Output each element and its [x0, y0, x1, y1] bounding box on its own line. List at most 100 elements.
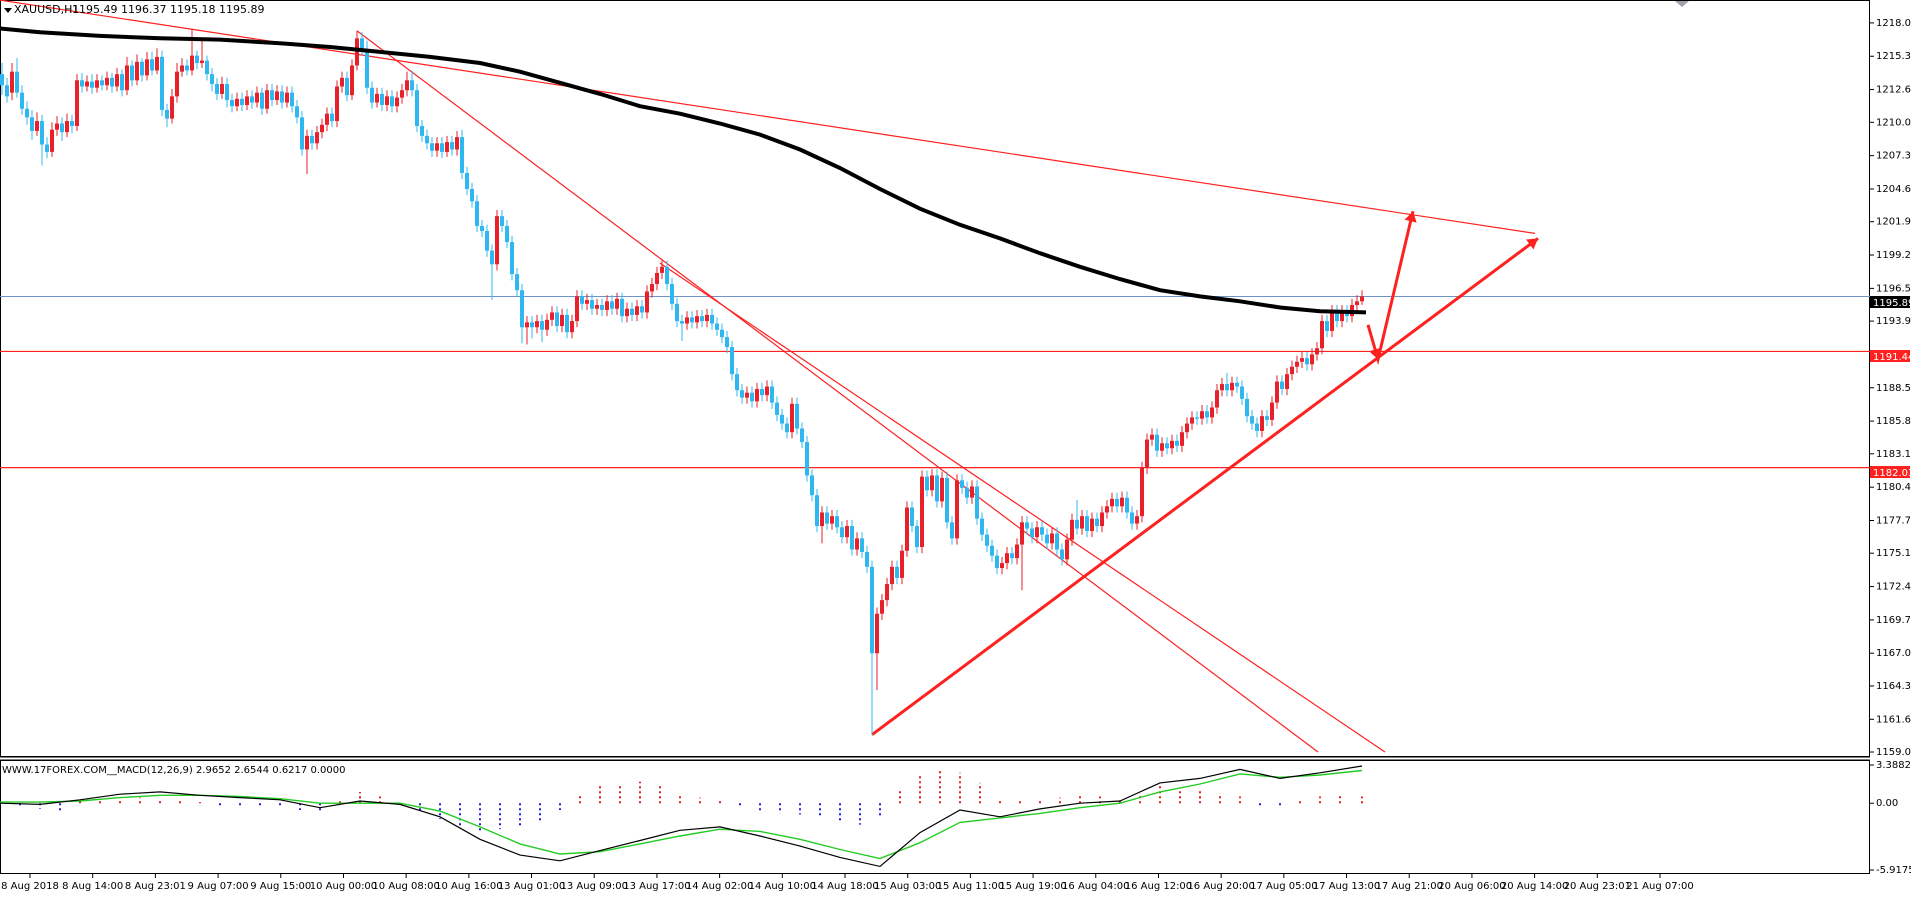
- moving-average: [0, 26, 1367, 315]
- price-tick-label: 1215.35: [1876, 51, 1911, 62]
- candle-body: [40, 121, 44, 145]
- candle-body: [1010, 553, 1014, 559]
- candle-body: [825, 512, 829, 524]
- candle-body: [965, 487, 969, 498]
- candle-body: [115, 74, 119, 87]
- candle-body: [1000, 563, 1004, 569]
- candle-body: [210, 74, 214, 85]
- time-tick-label: 14 Aug 02:00: [686, 881, 753, 892]
- level-2-badge: [1870, 466, 1910, 478]
- candle-body: [500, 216, 504, 227]
- candle-body: [1040, 527, 1044, 535]
- candle-body: [205, 60, 209, 75]
- price-tick-label: 1193.90: [1876, 316, 1911, 327]
- ohlc-readout: 1195.49 1196.37 1195.18 1195.89: [72, 3, 264, 16]
- macd-signal-line: [0, 769, 1363, 860]
- candle-body: [610, 301, 614, 309]
- price-tick-label: 1172.40: [1876, 582, 1911, 593]
- trendlines: [0, 0, 1539, 753]
- candle-body: [140, 61, 144, 76]
- candle-body: [225, 84, 229, 101]
- candle-body: [1185, 423, 1189, 433]
- candle-body: [1015, 544, 1019, 559]
- candle-body: [250, 96, 254, 103]
- candle-body: [70, 121, 74, 127]
- time-tick-label: 16 Aug 12:00: [1125, 881, 1192, 892]
- candle-body: [665, 266, 669, 285]
- candle-body: [780, 414, 784, 424]
- trendline: [0, 0, 1536, 234]
- candle-body: [440, 143, 444, 152]
- candle-body: [1135, 516, 1139, 524]
- candle-body: [1005, 553, 1009, 564]
- candle-body: [1175, 440, 1179, 446]
- candle-body: [675, 303, 679, 322]
- macd-tick-label: -5.9175: [1876, 865, 1911, 876]
- candle-body: [620, 298, 624, 317]
- candle-body: [1355, 301, 1359, 306]
- candle-body: [1180, 432, 1184, 446]
- candle-body: [800, 428, 804, 443]
- candle-body: [505, 226, 509, 243]
- candle-body: [645, 291, 649, 313]
- candle-body: [810, 475, 814, 496]
- candle-body: [490, 250, 494, 265]
- candle-body: [550, 312, 554, 320]
- candle-body: [5, 85, 9, 97]
- candle-body: [1160, 443, 1164, 451]
- candle-body: [585, 300, 589, 304]
- level-1-badge: [1870, 350, 1910, 362]
- candle-body: [1340, 311, 1344, 322]
- candle-body: [920, 476, 924, 548]
- candle-body: [165, 109, 169, 119]
- price-tick-label: 1164.35: [1876, 681, 1911, 692]
- time-tick-label: 17 Aug 05:00: [1250, 881, 1317, 892]
- time-tick-label: 13 Aug 01:00: [498, 881, 565, 892]
- candle-body: [125, 65, 129, 91]
- candle-body: [915, 526, 919, 548]
- macd-indicator: [0, 765, 1363, 868]
- candle-body: [415, 90, 419, 127]
- candle-body: [85, 81, 89, 87]
- candle-body: [1290, 366, 1294, 375]
- candle-body: [695, 316, 699, 323]
- candle-body: [625, 308, 629, 317]
- candle-body: [330, 113, 334, 122]
- candle-body: [910, 507, 914, 527]
- candle-body: [1325, 321, 1329, 331]
- candle-body: [1225, 384, 1229, 391]
- pullback-arrowhead: [1369, 347, 1382, 360]
- indicator-title: WWW.17FOREX.COM__MACD(12,26,9) 2.9652 2.…: [2, 765, 345, 776]
- candle-body: [1155, 434, 1159, 451]
- shift-marker-icon[interactable]: [1675, 1, 1689, 7]
- candle-body: [845, 526, 849, 538]
- candle-body: [940, 477, 944, 502]
- dropdown-triangle-icon[interactable]: [4, 8, 12, 13]
- candle-body: [395, 97, 399, 107]
- current-price-label: 1195.89: [1873, 298, 1911, 309]
- candle-body: [950, 522, 954, 539]
- candle-body: [340, 77, 344, 87]
- candle-body: [830, 516, 834, 524]
- candle-body: [575, 296, 579, 322]
- candle-body: [945, 477, 949, 523]
- candle-body: [895, 566, 899, 578]
- candle-body: [1215, 390, 1219, 408]
- candle-body: [310, 135, 314, 144]
- candle-body: [640, 306, 644, 313]
- candle-body: [680, 321, 684, 324]
- price-tick-label: 1204.60: [1876, 184, 1911, 195]
- time-tick-label: 21 Aug 07:00: [1626, 881, 1693, 892]
- candle-body: [255, 92, 259, 103]
- candle-body: [615, 298, 619, 309]
- candle-body: [450, 142, 454, 150]
- candlesticks: [0, 28, 1364, 735]
- candle-body: [605, 301, 609, 310]
- candle-body: [840, 527, 844, 538]
- candle-body: [1050, 533, 1054, 544]
- candle-body: [460, 137, 464, 173]
- time-tick-label: 8 Aug 2018: [1, 881, 59, 892]
